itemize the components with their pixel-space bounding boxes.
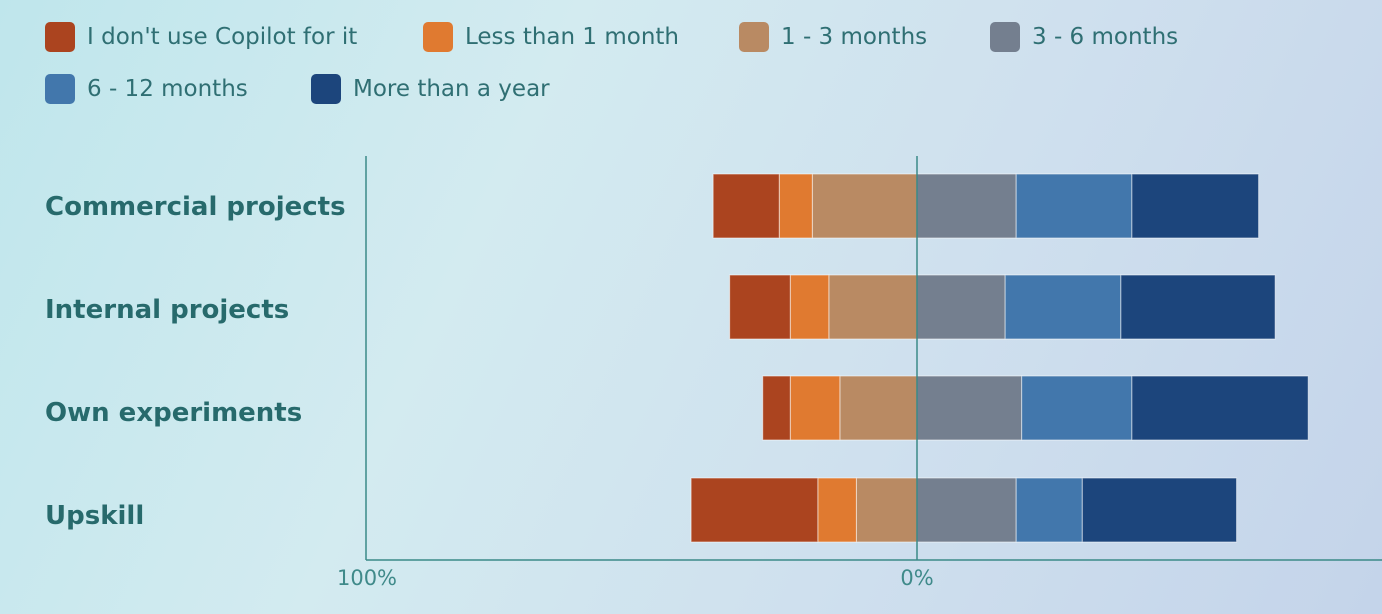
bar-internal-projects-3-6-months xyxy=(916,274,1006,340)
bar-upskill-more-than-a-year xyxy=(1081,477,1238,543)
bar-commercial-projects-6-12-months xyxy=(1015,173,1133,239)
legend-item-6-12-months: 6 - 12 months xyxy=(45,73,248,105)
legend-swatch-more-than-a-year xyxy=(311,74,341,104)
bar-upskill-i-don-t-use-copilot-for-it xyxy=(690,477,819,543)
legend-label-1-3-months: 1 - 3 months xyxy=(781,24,928,50)
bar-internal-projects-more-than-a-year xyxy=(1120,274,1276,340)
legend-item-less-than-1-month: Less than 1 month xyxy=(423,21,679,53)
legend-swatch-dont-use xyxy=(45,22,75,52)
bar-upskill-3-6-months xyxy=(916,477,1017,543)
legend-item-more-than-a-year: More than a year xyxy=(311,73,550,105)
legend-label-less-than-1-month: Less than 1 month xyxy=(465,24,680,50)
bars-group xyxy=(690,173,1309,543)
category-label-commercial-projects: Commercial projects xyxy=(45,192,346,222)
bar-own-experiments-i-don-t-use-copilot-for-it xyxy=(762,375,791,441)
bar-internal-projects-i-don-t-use-copilot-for-it xyxy=(729,274,791,340)
legend-swatch-less-than-1-month xyxy=(423,22,453,52)
legend-item-dont-use: I don't use Copilot for it xyxy=(45,21,357,53)
bar-upskill-less-than-1-month xyxy=(817,477,857,543)
bar-commercial-projects-i-don-t-use-copilot-for-it xyxy=(712,173,780,239)
bar-commercial-projects-1-3-months xyxy=(811,173,918,239)
bar-upskill-1-3-months xyxy=(855,477,918,543)
bar-upskill-6-12-months xyxy=(1015,477,1083,543)
bar-commercial-projects-3-6-months xyxy=(916,173,1017,239)
category-label-internal-projects: Internal projects xyxy=(45,295,290,325)
bar-own-experiments-1-3-months xyxy=(839,375,918,441)
bar-own-experiments-less-than-1-month xyxy=(789,375,841,441)
category-label-upskill: Upskill xyxy=(45,501,145,531)
legend-swatch-6-12-months xyxy=(45,74,75,104)
bar-own-experiments-6-12-months xyxy=(1021,375,1133,441)
legend-label-3-6-months: 3 - 6 months xyxy=(1032,24,1179,50)
bar-internal-projects-1-3-months xyxy=(828,274,918,340)
legend-label-more-than-a-year: More than a year xyxy=(353,76,550,102)
x-tick-label-0: 0% xyxy=(900,566,934,590)
legend-swatch-3-6-months xyxy=(990,22,1020,52)
bar-internal-projects-less-than-1-month xyxy=(789,274,830,340)
bar-own-experiments-more-than-a-year xyxy=(1131,375,1309,441)
bar-own-experiments-3-6-months xyxy=(916,375,1023,441)
x-tick-label-100: 100% xyxy=(336,566,398,590)
legend-label-dont-use: I don't use Copilot for it xyxy=(87,24,358,50)
bar-commercial-projects-more-than-a-year xyxy=(1131,173,1260,239)
legend-item-3-6-months: 3 - 6 months xyxy=(990,21,1178,53)
bar-commercial-projects-less-than-1-month xyxy=(778,173,813,239)
category-label-own-experiments: Own experiments xyxy=(45,398,303,428)
bar-internal-projects-6-12-months xyxy=(1004,274,1122,340)
legend-swatch-1-3-months xyxy=(739,22,769,52)
legend-label-6-12-months: 6 - 12 months xyxy=(87,76,248,102)
legend-item-1-3-months: 1 - 3 months xyxy=(739,21,927,53)
